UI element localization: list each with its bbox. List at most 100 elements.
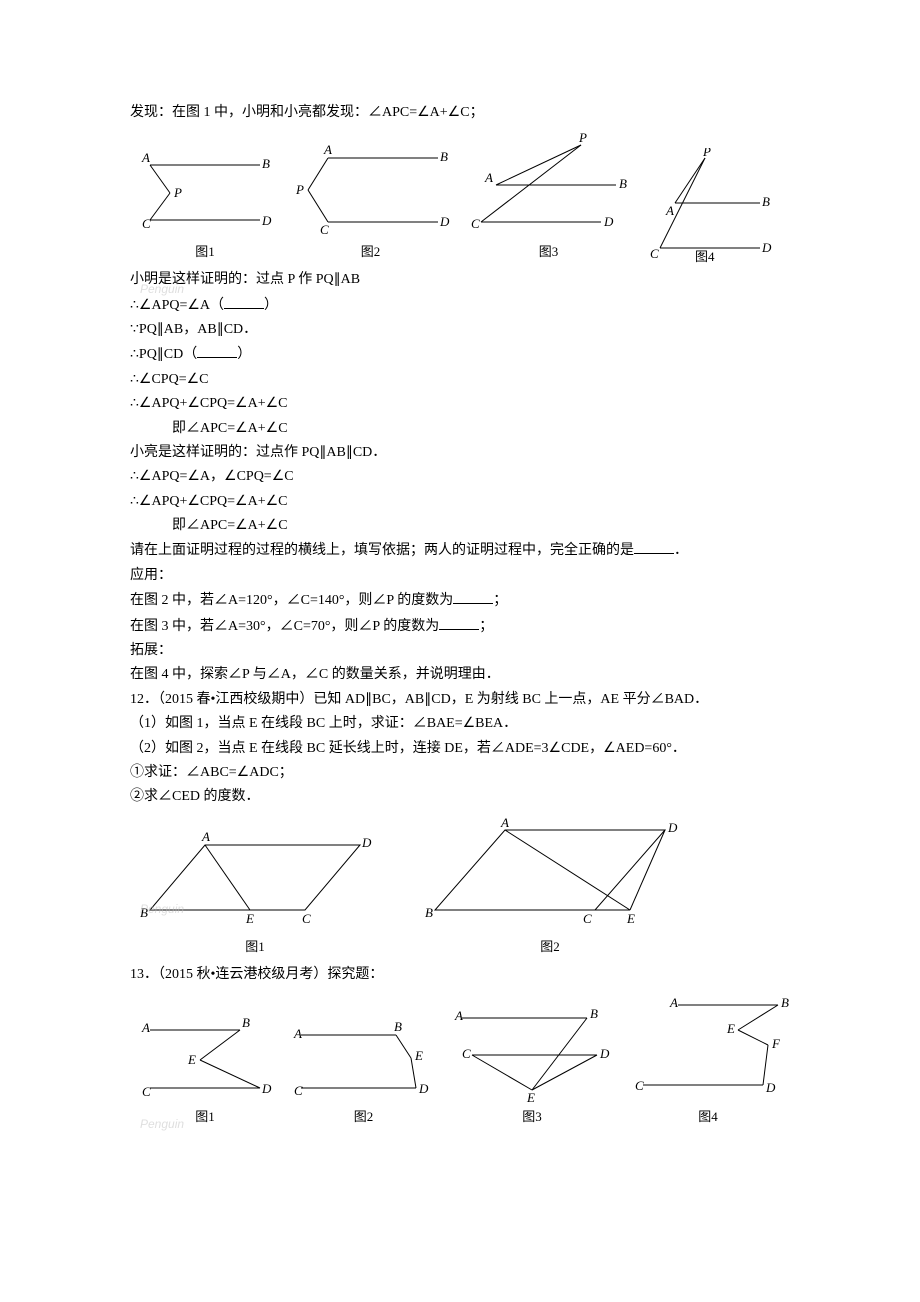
proof-xm-l1-tail: ） <box>264 298 278 313</box>
apply-l1-a: 在图 2 中，若∠A=120°，∠C=140°，则∠P 的度数为 <box>130 593 453 608</box>
figure-3-2-svg: A B E C D <box>286 1010 441 1105</box>
figure-3-1: A B E C D 图1 <box>130 1010 280 1128</box>
proof-xl-l2: ∴∠APQ+∠CPQ=∠A+∠C <box>130 491 800 513</box>
figure-1-2-caption: 图2 <box>361 242 381 263</box>
lbl2-E1: E <box>245 911 254 926</box>
proof-xm-l4: ∴∠CPQ=∠C <box>130 369 800 391</box>
lbl-P: P <box>173 185 182 200</box>
figure-1-4-svg: P A B C D 图4 <box>640 148 780 263</box>
lbl3-D3: D <box>599 1046 610 1061</box>
page: 发现：在图 1 中，小明和小亮都发现：∠APC=∠A+∠C； A B P C D… <box>0 0 920 1302</box>
lbl2-A2: A <box>500 815 509 830</box>
figure-1-2-svg: A B P C D <box>288 140 453 240</box>
lbl3-C2: C <box>294 1083 303 1098</box>
lbl-B2: B <box>440 149 448 164</box>
lbl3-E2: E <box>414 1048 423 1063</box>
lbl2-C1: C <box>302 911 311 926</box>
extend-head: 拓展： <box>130 640 800 662</box>
prompt-line-tail: ． <box>674 543 688 558</box>
lbl2-D2: D <box>667 820 678 835</box>
lbl3-A3: A <box>454 1008 463 1023</box>
lbl-P3: P <box>578 130 587 145</box>
lbl-A: A <box>141 150 150 165</box>
figure-1-2: A B P C D 图2 <box>288 140 453 263</box>
figure-2-1-caption: 图1 <box>245 937 265 958</box>
proof-xl-intro: 小亮是这样证明的：过点作 PQ∥AB∥CD． <box>130 442 800 464</box>
figure-2-2: A D B C E 图2 <box>415 815 685 958</box>
figure-set-2: Penguin A D B E C 图1 <box>130 815 800 958</box>
figure-3-4-caption: 图4 <box>698 1107 718 1128</box>
lbl3-B3: B <box>590 1006 598 1021</box>
apply-l2: 在图 3 中，若∠A=30°，∠C=70°，则∠P 的度数为； <box>130 615 800 638</box>
figure-2-2-caption: 图2 <box>540 937 560 958</box>
figure-3-3-svg: A B C D E <box>447 1000 617 1105</box>
proof-xl-l3: 即∠APC=∠A+∠C <box>130 515 800 537</box>
lbl-A2: A <box>323 142 332 157</box>
figure-3-4-svg: A B E F C D <box>623 990 793 1105</box>
lbl-A3: A <box>484 170 493 185</box>
figure-1-3-svg: P A B C D <box>461 130 636 240</box>
blank-1 <box>224 294 264 309</box>
apply-l1: 在图 2 中，若∠A=120°，∠C=140°，则∠P 的度数为 ； <box>130 589 800 612</box>
figure-3-3: A B C D E 图3 <box>447 1000 617 1128</box>
watermark-2: Penguin <box>140 900 184 919</box>
lbl3-B1: B <box>242 1015 250 1030</box>
proof-xm-l5: ∴∠APQ+∠CPQ=∠A+∠C <box>130 393 800 415</box>
figure-3-4: A B E F C D 图4 <box>623 990 793 1128</box>
lbl3-C1: C <box>142 1084 151 1099</box>
lbl-C2: C <box>320 222 329 237</box>
lbl-B: B <box>262 156 270 171</box>
q13-head: 13．（2015 秋•连云港校级月考）探究题： <box>130 964 800 986</box>
lbl3-B4: B <box>781 995 789 1010</box>
figure-1-4-caption-inline: 图4 <box>695 249 715 263</box>
proof-xm-l3-tail: ） <box>237 347 251 362</box>
lbl-P4: P <box>702 148 711 159</box>
lbl3-A2: A <box>293 1026 302 1041</box>
prompt-line-a: 请在上面证明过程的过程的横线上，填写依据；两人的证明过程中，完全正确的是 <box>130 543 634 558</box>
figure-set-1: A B P C D 图1 A B P C D <box>130 130 800 263</box>
apply-l2-b: ； <box>479 619 493 634</box>
lbl3-E4: E <box>726 1021 735 1036</box>
lbl-C: C <box>142 216 151 231</box>
apply-head: 应用： <box>130 565 800 587</box>
figure-1-1-svg: A B P C D <box>130 145 280 240</box>
figure-3-1-svg: A B E C D <box>130 1010 280 1105</box>
lbl-D2: D <box>439 214 450 229</box>
lbl3-C3: C <box>462 1046 471 1061</box>
prompt-line: 请在上面证明过程的过程的横线上，填写依据；两人的证明过程中，完全正确的是 ． <box>130 539 800 562</box>
blank-2 <box>197 343 237 358</box>
lbl-B4: B <box>762 194 770 209</box>
lbl-C3: C <box>471 216 480 231</box>
blank-5 <box>439 615 479 630</box>
extend-body: 在图 4 中，探索∠P 与∠A，∠C 的数量关系，并说明理由． <box>130 664 800 686</box>
lbl3-D4: D <box>765 1080 776 1095</box>
figure-1-1: A B P C D 图1 <box>130 145 280 263</box>
q12-1: （1）如图 1，当点 E 在线段 BC 上时，求证：∠BAE=∠BEA． <box>130 713 800 735</box>
lbl3-A1: A <box>141 1020 150 1035</box>
figure-1-1-caption: 图1 <box>195 242 215 263</box>
q12-2-2: ②求∠CED 的度数． <box>130 786 800 808</box>
lbl-P2: P <box>295 182 304 197</box>
text-discover: 发现：在图 1 中，小明和小亮都发现：∠APC=∠A+∠C； <box>130 102 800 124</box>
lbl3-A4: A <box>669 995 678 1010</box>
watermark-3: Penguin <box>140 1115 184 1134</box>
figure-2-2-svg: A D B C E <box>415 815 685 935</box>
figure-1-3-caption: 图3 <box>539 242 559 263</box>
q12-head: 12．（2015 春•江西校级期中）已知 AD∥BC，AB∥CD，E 为射线 B… <box>130 689 800 711</box>
lbl-D: D <box>261 213 272 228</box>
figure-set-3: Penguin A B E C D 图1 <box>130 990 800 1128</box>
figure-1-3: P A B C D 图3 <box>461 130 636 263</box>
proof-xm-l1-a: ∴∠APQ=∠A（ <box>130 298 224 313</box>
proof-xm-l6: 即∠APC=∠A+∠C <box>130 418 800 440</box>
lbl-D3: D <box>603 214 614 229</box>
apply-l1-b: ； <box>493 593 507 608</box>
blank-4 <box>453 589 493 604</box>
figure-3-2-caption: 图2 <box>354 1107 374 1128</box>
lbl-B3: B <box>619 176 627 191</box>
proof-xl-l1: ∴∠APQ=∠A，∠CPQ=∠C <box>130 466 800 488</box>
proof-xm-l3-a: ∴PQ∥CD（ <box>130 347 197 362</box>
proof-xm-l3: ∴PQ∥CD（ ） <box>130 343 800 366</box>
lbl3-E1: E <box>187 1052 196 1067</box>
watermark-1: Penguin <box>140 280 184 299</box>
lbl-A4: A <box>665 203 674 218</box>
